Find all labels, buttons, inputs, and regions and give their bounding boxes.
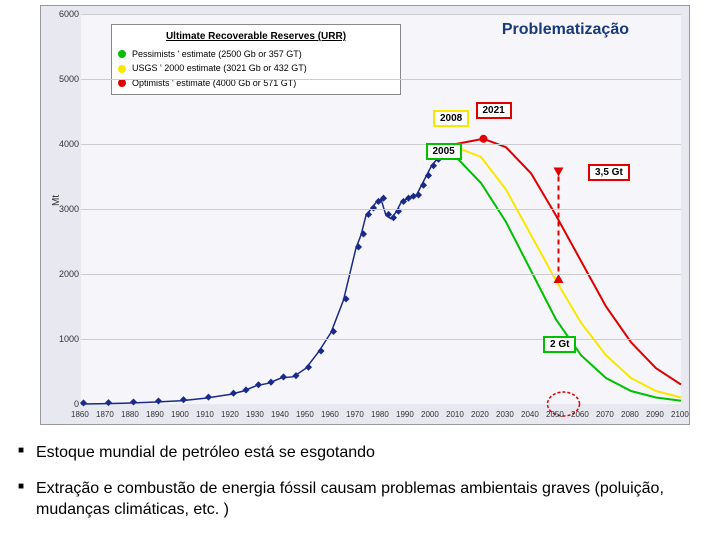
y-tick: 2000 (51, 269, 79, 279)
x-tick: 1920 (221, 410, 239, 419)
legend-dot (118, 50, 126, 58)
x-tick: 1870 (96, 410, 114, 419)
slide: Mt Ultimate Recoverable Reserves (URR) P… (0, 0, 720, 540)
gridline (81, 339, 681, 340)
y-tick: 5000 (51, 74, 79, 84)
legend-item: USGS ' 2000 estimate (3021 Gb or 432 GT) (118, 61, 394, 75)
chart-annotation: 2021 (476, 102, 512, 119)
x-tick: 1990 (396, 410, 414, 419)
x-tick: 1890 (146, 410, 164, 419)
legend-box: Ultimate Recoverable Reserves (URR) Pess… (111, 24, 401, 95)
chart-annotation: 3,5 Gt (588, 164, 630, 181)
gridline (81, 144, 681, 145)
x-tick: 1900 (171, 410, 189, 419)
legend-label: Pessimists ' estimate (2500 Gb or 357 GT… (132, 47, 302, 61)
y-tick: 4000 (51, 139, 79, 149)
x-tick: 1960 (321, 410, 339, 419)
gridline (81, 14, 681, 15)
legend-label: Optimists ' estimate (4000 Gb or 571 GT) (132, 76, 296, 90)
legend-item: Optimists ' estimate (4000 Gb or 571 GT) (118, 76, 394, 90)
bullet-item: Estoque mundial de petróleo está se esgo… (18, 442, 698, 464)
x-tick: 1980 (371, 410, 389, 419)
x-tick: 2080 (621, 410, 639, 419)
gridline (81, 274, 681, 275)
y-tick: 0 (51, 399, 79, 409)
x-tick: 2070 (596, 410, 614, 419)
x-tick: 2050 (546, 410, 564, 419)
chart-annotation: 2 Gt (543, 336, 576, 353)
x-tick: 2040 (521, 410, 539, 419)
x-tick: 1930 (246, 410, 264, 419)
x-tick: 2010 (446, 410, 464, 419)
x-tick: 1970 (346, 410, 364, 419)
x-tick: 1910 (196, 410, 214, 419)
chart-container: Mt Ultimate Recoverable Reserves (URR) P… (40, 5, 690, 425)
x-tick: 2100 (671, 410, 689, 419)
chart-annotation: 2005 (426, 143, 462, 160)
x-tick: 2020 (471, 410, 489, 419)
bullet-list: Estoque mundial de petróleo está se esgo… (18, 442, 698, 535)
slide-title: Problematização (502, 21, 629, 39)
x-tick: 2090 (646, 410, 664, 419)
legend-label: USGS ' 2000 estimate (3021 Gb or 432 GT) (132, 61, 307, 75)
x-tick: 1950 (296, 410, 314, 419)
x-tick: 2030 (496, 410, 514, 419)
y-tick: 3000 (51, 204, 79, 214)
x-tick: 1860 (71, 410, 89, 419)
y-tick: 6000 (51, 9, 79, 19)
x-tick: 2000 (421, 410, 439, 419)
chart-annotation: 2008 (433, 110, 469, 127)
legend-dot (118, 65, 126, 73)
gridline (81, 209, 681, 210)
legend-item: Pessimists ' estimate (2500 Gb or 357 GT… (118, 47, 394, 61)
legend-dot (118, 79, 126, 87)
y-tick: 1000 (51, 334, 79, 344)
legend-title: Ultimate Recoverable Reserves (URR) (118, 29, 394, 45)
bullet-item: Extração e combustão de energia fóssil c… (18, 478, 698, 521)
x-tick: 1940 (271, 410, 289, 419)
x-tick: 1880 (121, 410, 139, 419)
x-tick: 2060 (571, 410, 589, 419)
gridline (81, 79, 681, 80)
